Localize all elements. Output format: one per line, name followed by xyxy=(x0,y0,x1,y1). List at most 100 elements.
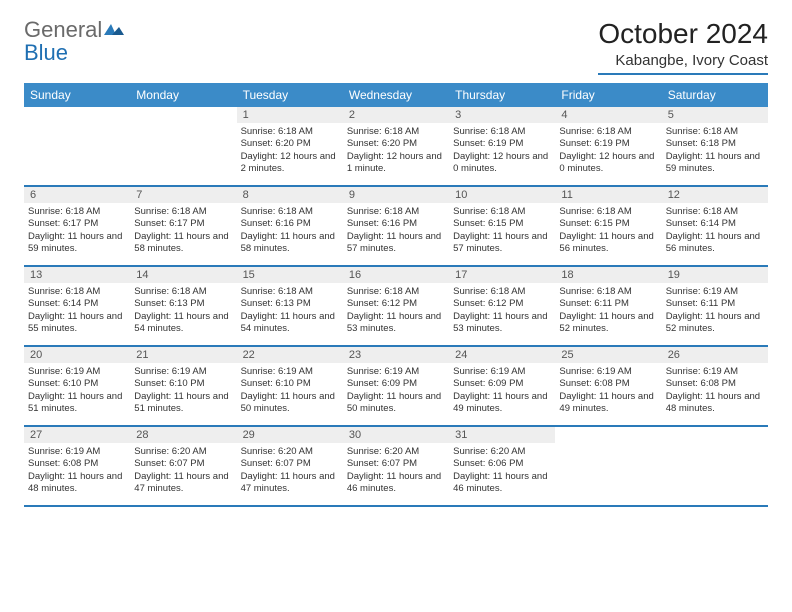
sunrise-text: Sunrise: 6:18 AM xyxy=(453,206,551,218)
day-details: Sunrise: 6:18 AMSunset: 6:20 PMDaylight:… xyxy=(237,123,343,179)
day-details: Sunrise: 6:18 AMSunset: 6:20 PMDaylight:… xyxy=(343,123,449,179)
day-number xyxy=(555,427,661,443)
sunset-text: Sunset: 6:15 PM xyxy=(453,218,551,230)
sunrise-text: Sunrise: 6:18 AM xyxy=(559,126,657,138)
sunset-text: Sunset: 6:13 PM xyxy=(134,298,232,310)
daylight-text: Daylight: 11 hours and 51 minutes. xyxy=(28,391,126,416)
day-details: Sunrise: 6:18 AMSunset: 6:15 PMDaylight:… xyxy=(449,203,555,259)
sunrise-text: Sunrise: 6:19 AM xyxy=(28,446,126,458)
sunrise-text: Sunrise: 6:19 AM xyxy=(453,366,551,378)
day-details: Sunrise: 6:19 AMSunset: 6:10 PMDaylight:… xyxy=(24,363,130,419)
day-number: 25 xyxy=(555,347,661,363)
sunset-text: Sunset: 6:16 PM xyxy=(347,218,445,230)
day-details: Sunrise: 6:18 AMSunset: 6:16 PMDaylight:… xyxy=(343,203,449,259)
week-row: 13Sunrise: 6:18 AMSunset: 6:14 PMDayligh… xyxy=(24,267,768,347)
day-cell: 16Sunrise: 6:18 AMSunset: 6:12 PMDayligh… xyxy=(343,267,449,345)
sunset-text: Sunset: 6:10 PM xyxy=(28,378,126,390)
sunrise-text: Sunrise: 6:20 AM xyxy=(347,446,445,458)
daylight-text: Daylight: 11 hours and 48 minutes. xyxy=(666,391,764,416)
day-number: 28 xyxy=(130,427,236,443)
day-cell: 26Sunrise: 6:19 AMSunset: 6:08 PMDayligh… xyxy=(662,347,768,425)
day-cell: 25Sunrise: 6:19 AMSunset: 6:08 PMDayligh… xyxy=(555,347,661,425)
day-cell: 2Sunrise: 6:18 AMSunset: 6:20 PMDaylight… xyxy=(343,107,449,185)
day-number: 23 xyxy=(343,347,449,363)
sunset-text: Sunset: 6:20 PM xyxy=(241,138,339,150)
day-cell: 21Sunrise: 6:19 AMSunset: 6:10 PMDayligh… xyxy=(130,347,236,425)
daylight-text: Daylight: 11 hours and 59 minutes. xyxy=(666,151,764,176)
sunrise-text: Sunrise: 6:19 AM xyxy=(28,366,126,378)
day-details: Sunrise: 6:18 AMSunset: 6:12 PMDaylight:… xyxy=(449,283,555,339)
day-cell: 28Sunrise: 6:20 AMSunset: 6:07 PMDayligh… xyxy=(130,427,236,505)
sunrise-text: Sunrise: 6:19 AM xyxy=(666,366,764,378)
day-number: 9 xyxy=(343,187,449,203)
daylight-text: Daylight: 12 hours and 0 minutes. xyxy=(453,151,551,176)
weekday-header-row: SundayMondayTuesdayWednesdayThursdayFrid… xyxy=(24,83,768,107)
sunset-text: Sunset: 6:09 PM xyxy=(347,378,445,390)
weekday-header: Friday xyxy=(555,83,661,107)
daylight-text: Daylight: 11 hours and 56 minutes. xyxy=(559,231,657,256)
sunset-text: Sunset: 6:07 PM xyxy=(347,458,445,470)
day-details: Sunrise: 6:19 AMSunset: 6:09 PMDaylight:… xyxy=(449,363,555,419)
daylight-text: Daylight: 11 hours and 54 minutes. xyxy=(241,311,339,336)
sunset-text: Sunset: 6:17 PM xyxy=(28,218,126,230)
daylight-text: Daylight: 11 hours and 46 minutes. xyxy=(453,471,551,496)
sunset-text: Sunset: 6:19 PM xyxy=(453,138,551,150)
weekday-header: Wednesday xyxy=(343,83,449,107)
sunset-text: Sunset: 6:08 PM xyxy=(666,378,764,390)
daylight-text: Daylight: 11 hours and 52 minutes. xyxy=(666,311,764,336)
daylight-text: Daylight: 11 hours and 50 minutes. xyxy=(347,391,445,416)
sunrise-text: Sunrise: 6:18 AM xyxy=(241,206,339,218)
day-number: 22 xyxy=(237,347,343,363)
day-number: 4 xyxy=(555,107,661,123)
daylight-text: Daylight: 11 hours and 53 minutes. xyxy=(347,311,445,336)
header: GeneralBlue October 2024 Kabangbe, Ivory… xyxy=(24,18,768,75)
sunset-text: Sunset: 6:07 PM xyxy=(241,458,339,470)
day-cell xyxy=(24,107,130,185)
weekday-header: Saturday xyxy=(662,83,768,107)
day-cell: 24Sunrise: 6:19 AMSunset: 6:09 PMDayligh… xyxy=(449,347,555,425)
daylight-text: Daylight: 11 hours and 50 minutes. xyxy=(241,391,339,416)
day-details: Sunrise: 6:20 AMSunset: 6:07 PMDaylight:… xyxy=(130,443,236,499)
sunset-text: Sunset: 6:09 PM xyxy=(453,378,551,390)
day-number: 7 xyxy=(130,187,236,203)
day-cell: 17Sunrise: 6:18 AMSunset: 6:12 PMDayligh… xyxy=(449,267,555,345)
day-details: Sunrise: 6:19 AMSunset: 6:08 PMDaylight:… xyxy=(662,363,768,419)
daylight-text: Daylight: 11 hours and 56 minutes. xyxy=(666,231,764,256)
day-cell: 11Sunrise: 6:18 AMSunset: 6:15 PMDayligh… xyxy=(555,187,661,265)
day-cell: 10Sunrise: 6:18 AMSunset: 6:15 PMDayligh… xyxy=(449,187,555,265)
daylight-text: Daylight: 12 hours and 0 minutes. xyxy=(559,151,657,176)
sunset-text: Sunset: 6:11 PM xyxy=(559,298,657,310)
day-details: Sunrise: 6:18 AMSunset: 6:17 PMDaylight:… xyxy=(130,203,236,259)
day-details: Sunrise: 6:18 AMSunset: 6:11 PMDaylight:… xyxy=(555,283,661,339)
day-cell: 29Sunrise: 6:20 AMSunset: 6:07 PMDayligh… xyxy=(237,427,343,505)
sunset-text: Sunset: 6:14 PM xyxy=(28,298,126,310)
sunrise-text: Sunrise: 6:18 AM xyxy=(666,126,764,138)
day-details xyxy=(662,443,768,450)
day-cell: 5Sunrise: 6:18 AMSunset: 6:18 PMDaylight… xyxy=(662,107,768,185)
sunrise-text: Sunrise: 6:18 AM xyxy=(347,286,445,298)
sunset-text: Sunset: 6:18 PM xyxy=(666,138,764,150)
day-number: 12 xyxy=(662,187,768,203)
sunrise-text: Sunrise: 6:20 AM xyxy=(453,446,551,458)
day-details xyxy=(555,443,661,450)
sunset-text: Sunset: 6:11 PM xyxy=(666,298,764,310)
day-cell: 20Sunrise: 6:19 AMSunset: 6:10 PMDayligh… xyxy=(24,347,130,425)
day-cell: 27Sunrise: 6:19 AMSunset: 6:08 PMDayligh… xyxy=(24,427,130,505)
day-details: Sunrise: 6:18 AMSunset: 6:19 PMDaylight:… xyxy=(449,123,555,179)
day-details xyxy=(130,123,236,130)
title-block: October 2024 Kabangbe, Ivory Coast xyxy=(598,18,768,75)
week-row: 27Sunrise: 6:19 AMSunset: 6:08 PMDayligh… xyxy=(24,427,768,507)
day-number: 27 xyxy=(24,427,130,443)
day-number: 15 xyxy=(237,267,343,283)
weekday-header: Tuesday xyxy=(237,83,343,107)
sunset-text: Sunset: 6:19 PM xyxy=(559,138,657,150)
weekday-header: Thursday xyxy=(449,83,555,107)
day-details xyxy=(24,123,130,130)
weekday-header: Monday xyxy=(130,83,236,107)
day-cell: 19Sunrise: 6:19 AMSunset: 6:11 PMDayligh… xyxy=(662,267,768,345)
day-cell: 23Sunrise: 6:19 AMSunset: 6:09 PMDayligh… xyxy=(343,347,449,425)
daylight-text: Daylight: 11 hours and 52 minutes. xyxy=(559,311,657,336)
day-number xyxy=(662,427,768,443)
sunrise-text: Sunrise: 6:18 AM xyxy=(134,286,232,298)
sunrise-text: Sunrise: 6:18 AM xyxy=(453,126,551,138)
